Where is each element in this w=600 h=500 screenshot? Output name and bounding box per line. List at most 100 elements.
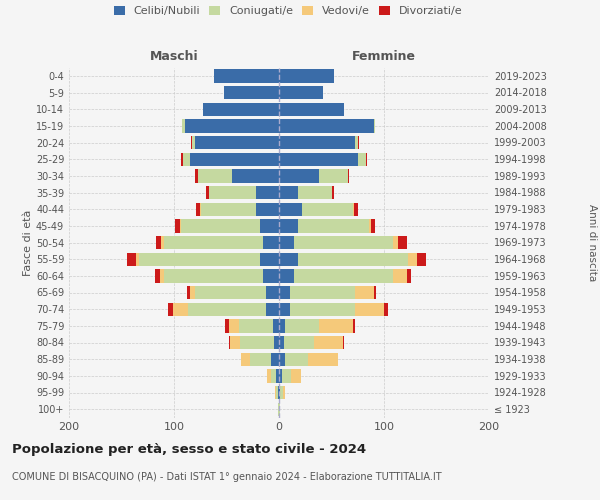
Bar <box>279 252 298 266</box>
Bar <box>355 302 384 316</box>
Bar <box>241 352 250 366</box>
Bar <box>139 252 260 266</box>
Bar <box>181 152 184 166</box>
Bar <box>366 152 367 166</box>
Bar <box>260 219 279 232</box>
Bar <box>279 219 298 232</box>
Bar <box>274 336 279 349</box>
Bar <box>279 369 282 382</box>
Text: Anni di nascita: Anni di nascita <box>587 204 597 281</box>
Bar <box>240 336 274 349</box>
Bar <box>298 219 369 232</box>
Bar <box>279 69 334 82</box>
Bar <box>182 119 185 132</box>
Bar <box>384 302 388 316</box>
Bar <box>279 319 286 332</box>
Bar <box>279 169 319 182</box>
Bar <box>279 386 280 399</box>
Bar <box>250 352 271 366</box>
Bar <box>279 102 344 116</box>
Bar <box>203 102 279 116</box>
Legend: Celibi/Nubili, Coniugati/e, Vedovi/e, Divorziati/e: Celibi/Nubili, Coniugati/e, Vedovi/e, Di… <box>113 6 463 16</box>
Bar <box>232 169 279 182</box>
Bar <box>331 186 334 199</box>
Bar <box>279 269 294 282</box>
Bar <box>195 169 198 182</box>
Bar <box>286 352 308 366</box>
Text: Popolazione per età, sesso e stato civile - 2024: Popolazione per età, sesso e stato civil… <box>12 442 366 456</box>
Bar <box>198 169 232 182</box>
Bar <box>173 302 188 316</box>
Bar <box>190 152 279 166</box>
Bar <box>256 202 279 216</box>
Bar <box>263 236 279 249</box>
Bar <box>266 286 279 299</box>
Bar <box>373 286 376 299</box>
Bar <box>294 236 394 249</box>
Bar <box>394 236 398 249</box>
Bar <box>279 336 284 349</box>
Bar <box>279 86 323 99</box>
Bar <box>160 269 163 282</box>
Bar <box>358 136 359 149</box>
Bar <box>175 219 181 232</box>
Bar <box>283 386 286 399</box>
Bar <box>373 119 374 132</box>
Bar <box>192 136 195 149</box>
Bar <box>229 319 239 332</box>
Bar <box>290 286 355 299</box>
Bar <box>276 369 279 382</box>
Bar <box>353 202 358 216</box>
Bar <box>308 352 338 366</box>
Bar <box>156 236 161 249</box>
Bar <box>394 269 407 282</box>
Bar <box>279 202 302 216</box>
Bar <box>278 386 279 399</box>
Bar <box>214 69 279 82</box>
Bar <box>298 252 408 266</box>
Bar <box>290 302 355 316</box>
Bar <box>294 269 394 282</box>
Text: Femmine: Femmine <box>352 50 416 62</box>
Bar <box>302 202 353 216</box>
Bar <box>271 369 276 382</box>
Bar <box>191 136 192 149</box>
Bar <box>224 86 279 99</box>
Bar <box>205 186 209 199</box>
Bar <box>136 252 139 266</box>
Bar <box>319 169 348 182</box>
Bar <box>279 352 286 366</box>
Bar <box>290 369 301 382</box>
Bar <box>271 352 279 366</box>
Bar <box>266 302 279 316</box>
Bar <box>181 219 260 232</box>
Bar <box>408 252 416 266</box>
Bar <box>319 319 353 332</box>
Bar <box>369 219 371 232</box>
Bar <box>161 236 163 249</box>
Bar <box>163 236 263 249</box>
Bar <box>279 186 298 199</box>
Bar <box>353 319 355 332</box>
Bar <box>279 302 290 316</box>
Bar <box>279 286 290 299</box>
Bar <box>371 219 374 232</box>
Bar <box>398 236 407 249</box>
Bar <box>343 336 344 349</box>
Bar <box>348 169 349 182</box>
Bar <box>195 136 279 149</box>
Bar <box>187 286 190 299</box>
Bar <box>184 152 190 166</box>
Bar <box>155 269 160 282</box>
Bar <box>286 319 319 332</box>
Bar <box>279 152 358 166</box>
Bar <box>279 136 355 149</box>
Bar <box>196 202 200 216</box>
Bar <box>407 269 412 282</box>
Bar <box>268 369 271 382</box>
Text: COMUNE DI BISACQUINO (PA) - Dati ISTAT 1° gennaio 2024 - Elaborazione TUTTITALIA: COMUNE DI BISACQUINO (PA) - Dati ISTAT 1… <box>12 472 442 482</box>
Bar <box>263 269 279 282</box>
Bar <box>279 119 373 132</box>
Bar <box>256 186 279 199</box>
Text: Maschi: Maschi <box>149 50 199 62</box>
